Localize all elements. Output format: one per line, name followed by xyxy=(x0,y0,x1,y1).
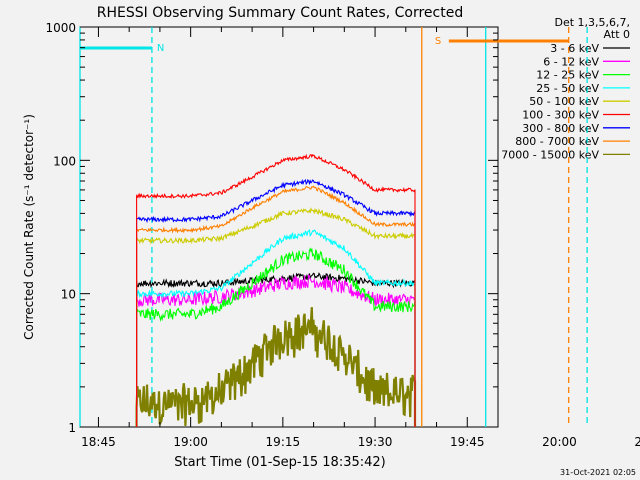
y-tick-label-0: 1 xyxy=(68,421,76,435)
axes: 1 10 100 1000 18:45 19:00 19:15 19:30 19:45 20:00… xyxy=(45,21,640,449)
y-tick-label-3: 1000 xyxy=(45,21,76,35)
footer-date: 31-Oct-2021 02:05 xyxy=(560,468,636,477)
plot-area xyxy=(79,26,499,428)
legend-label-4: 50 - 100 keV xyxy=(529,95,599,108)
x-tick-label-4: 19:45 xyxy=(450,435,485,449)
x-tick-label-6: 20:15 xyxy=(634,435,640,449)
y-tick-label-2: 100 xyxy=(53,154,76,168)
legend-label-5: 100 - 300 keV xyxy=(522,109,599,122)
series-group xyxy=(135,153,417,427)
series-line-0 xyxy=(136,272,416,427)
x-tick-label-5: 20:00 xyxy=(542,435,577,449)
x-axis-label: Start Time (01-Sep-15 18:35:42) xyxy=(174,455,385,470)
series-line-4 xyxy=(136,207,416,427)
legend-header-1: Det 1,3,5,6,7, xyxy=(554,16,630,29)
legend-header-2: Att 0 xyxy=(604,28,630,41)
x-tick-label-0: 18:45 xyxy=(81,435,116,449)
x-tick-label-3: 19:30 xyxy=(358,435,393,449)
legend-label-0: 3 - 6 keV xyxy=(550,42,599,55)
legend-label-7: 800 - 7000 keV xyxy=(515,135,599,148)
legend-label-6: 300 - 800 keV xyxy=(522,122,599,135)
series-line-3 xyxy=(136,228,416,427)
flag-bars: NS xyxy=(80,36,569,54)
series-line-5 xyxy=(136,153,416,427)
legend-label-8: 7000 - 15000 keV xyxy=(501,148,599,161)
series-line-7 xyxy=(136,185,416,427)
series-line-6 xyxy=(136,178,416,427)
legend-label-2: 12 - 25 keV xyxy=(536,69,599,82)
attenuator-markers xyxy=(79,27,588,427)
x-tick-label-1: 19:00 xyxy=(173,435,208,449)
series-line-8 xyxy=(135,307,417,427)
y-tick-label-1: 10 xyxy=(61,288,76,302)
y-axis-label: Corrected Count Rate (s⁻¹ detector⁻¹) xyxy=(22,114,36,340)
flag-label-1: S xyxy=(435,36,441,47)
legend-label-1: 6 - 12 keV xyxy=(543,55,599,68)
x-tick-label-2: 19:15 xyxy=(266,435,301,449)
chart-title: RHESSI Observing Summary Count Rates, Co… xyxy=(97,5,463,21)
series-line-2 xyxy=(136,247,416,427)
legend-label-3: 25 - 50 keV xyxy=(536,82,599,95)
flag-label-0: N xyxy=(157,43,164,54)
